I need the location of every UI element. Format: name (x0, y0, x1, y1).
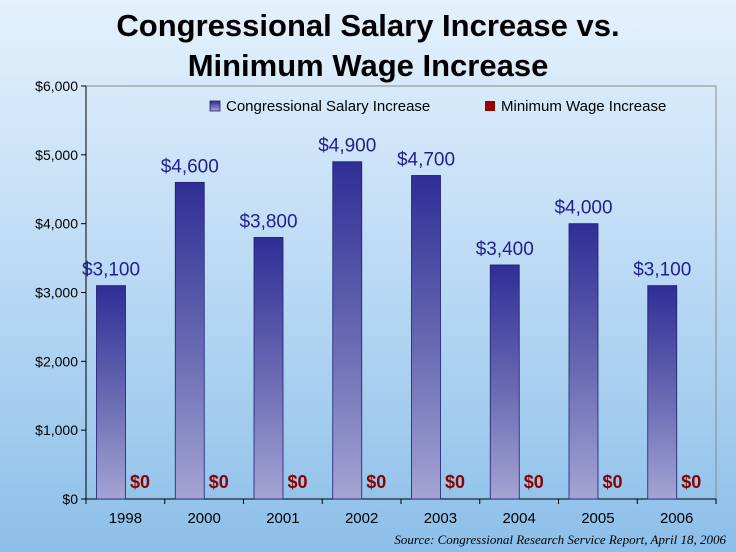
chart-title-line-1: Congressional Salary Increase vs. (116, 8, 620, 43)
legend-label-congressional-salary: Congressional Salary Increase (226, 98, 430, 115)
data-label-minimum-wage: $0 (366, 472, 386, 492)
bar-congressional-salary (647, 285, 678, 500)
chart-title: Congressional Salary Increase vs. Minimu… (0, 6, 736, 86)
bar-congressional-salary (96, 285, 126, 500)
data-label-minimum-wage: $0 (602, 472, 622, 492)
data-label-congressional-salary: $3,800 (239, 211, 297, 232)
data-label-minimum-wage: $0 (130, 472, 150, 492)
legend-swatch-congressional-salary (209, 100, 221, 112)
data-label-congressional-salary: $4,600 (161, 156, 219, 177)
data-label-congressional-salary: $3,100 (82, 260, 140, 281)
data-label-congressional-salary: $3,100 (633, 260, 691, 281)
data-label-congressional-salary: $4,000 (554, 198, 612, 219)
y-tick-label: $2,000 (35, 353, 78, 369)
y-tick-label: $4,000 (35, 216, 78, 232)
x-tick-label: 2004 (502, 510, 535, 527)
chart-title-line-2: Minimum Wage Increase (187, 48, 549, 83)
legend-label-minimum-wage: Minimum Wage Increase (501, 98, 666, 115)
bar-congressional-salary (174, 181, 205, 500)
x-tick-label: 2000 (187, 510, 220, 527)
bar-congressional-salary (253, 237, 284, 500)
data-label-minimum-wage: $0 (445, 472, 465, 492)
data-label-minimum-wage: $0 (681, 472, 701, 492)
legend-swatch-minimum-wage (485, 101, 495, 111)
y-tick-label: $5,000 (35, 147, 78, 163)
x-tick-label: 1998 (109, 510, 142, 527)
data-label-minimum-wage: $0 (524, 472, 544, 492)
y-tick-label: $6,000 (35, 78, 78, 94)
data-label-minimum-wage: $0 (287, 472, 307, 492)
y-axis: $0 $1,000 $2,000 $3,000 $4,000 $5,000 $6,000 (35, 78, 87, 507)
bar-congressional-salary (568, 223, 599, 500)
source-note: Source: Congressional Research Service R… (394, 532, 726, 547)
x-axis: 1998 2000 2001 2002 2003 2004 2005 2006 (85, 498, 717, 527)
data-label-congressional-salary: $3,400 (476, 239, 534, 260)
data-label-congressional-salary: $4,700 (397, 149, 455, 170)
y-tick-label: $3,000 (35, 285, 78, 301)
bars: $3,100 $0 $4,600 $0 $3,800 $0 $4,900 $0 $4,700 $0… (82, 136, 701, 500)
y-tick-label: $0 (62, 491, 78, 507)
x-tick-label: 2006 (660, 510, 693, 527)
x-tick-label: 2005 (581, 510, 614, 527)
bar-congressional-salary (411, 175, 441, 500)
bar-congressional-salary (332, 161, 363, 500)
legend: Congressional Salary Increase Minimum Wag… (209, 98, 666, 115)
data-label-minimum-wage: $0 (209, 472, 229, 492)
bar-congressional-salary (489, 264, 520, 500)
y-tick-label: $1,000 (35, 422, 78, 438)
data-label-congressional-salary: $4,900 (318, 136, 376, 157)
x-tick-label: 2002 (345, 510, 378, 527)
x-tick-label: 2003 (424, 510, 457, 527)
x-tick-label: 2001 (266, 510, 299, 527)
